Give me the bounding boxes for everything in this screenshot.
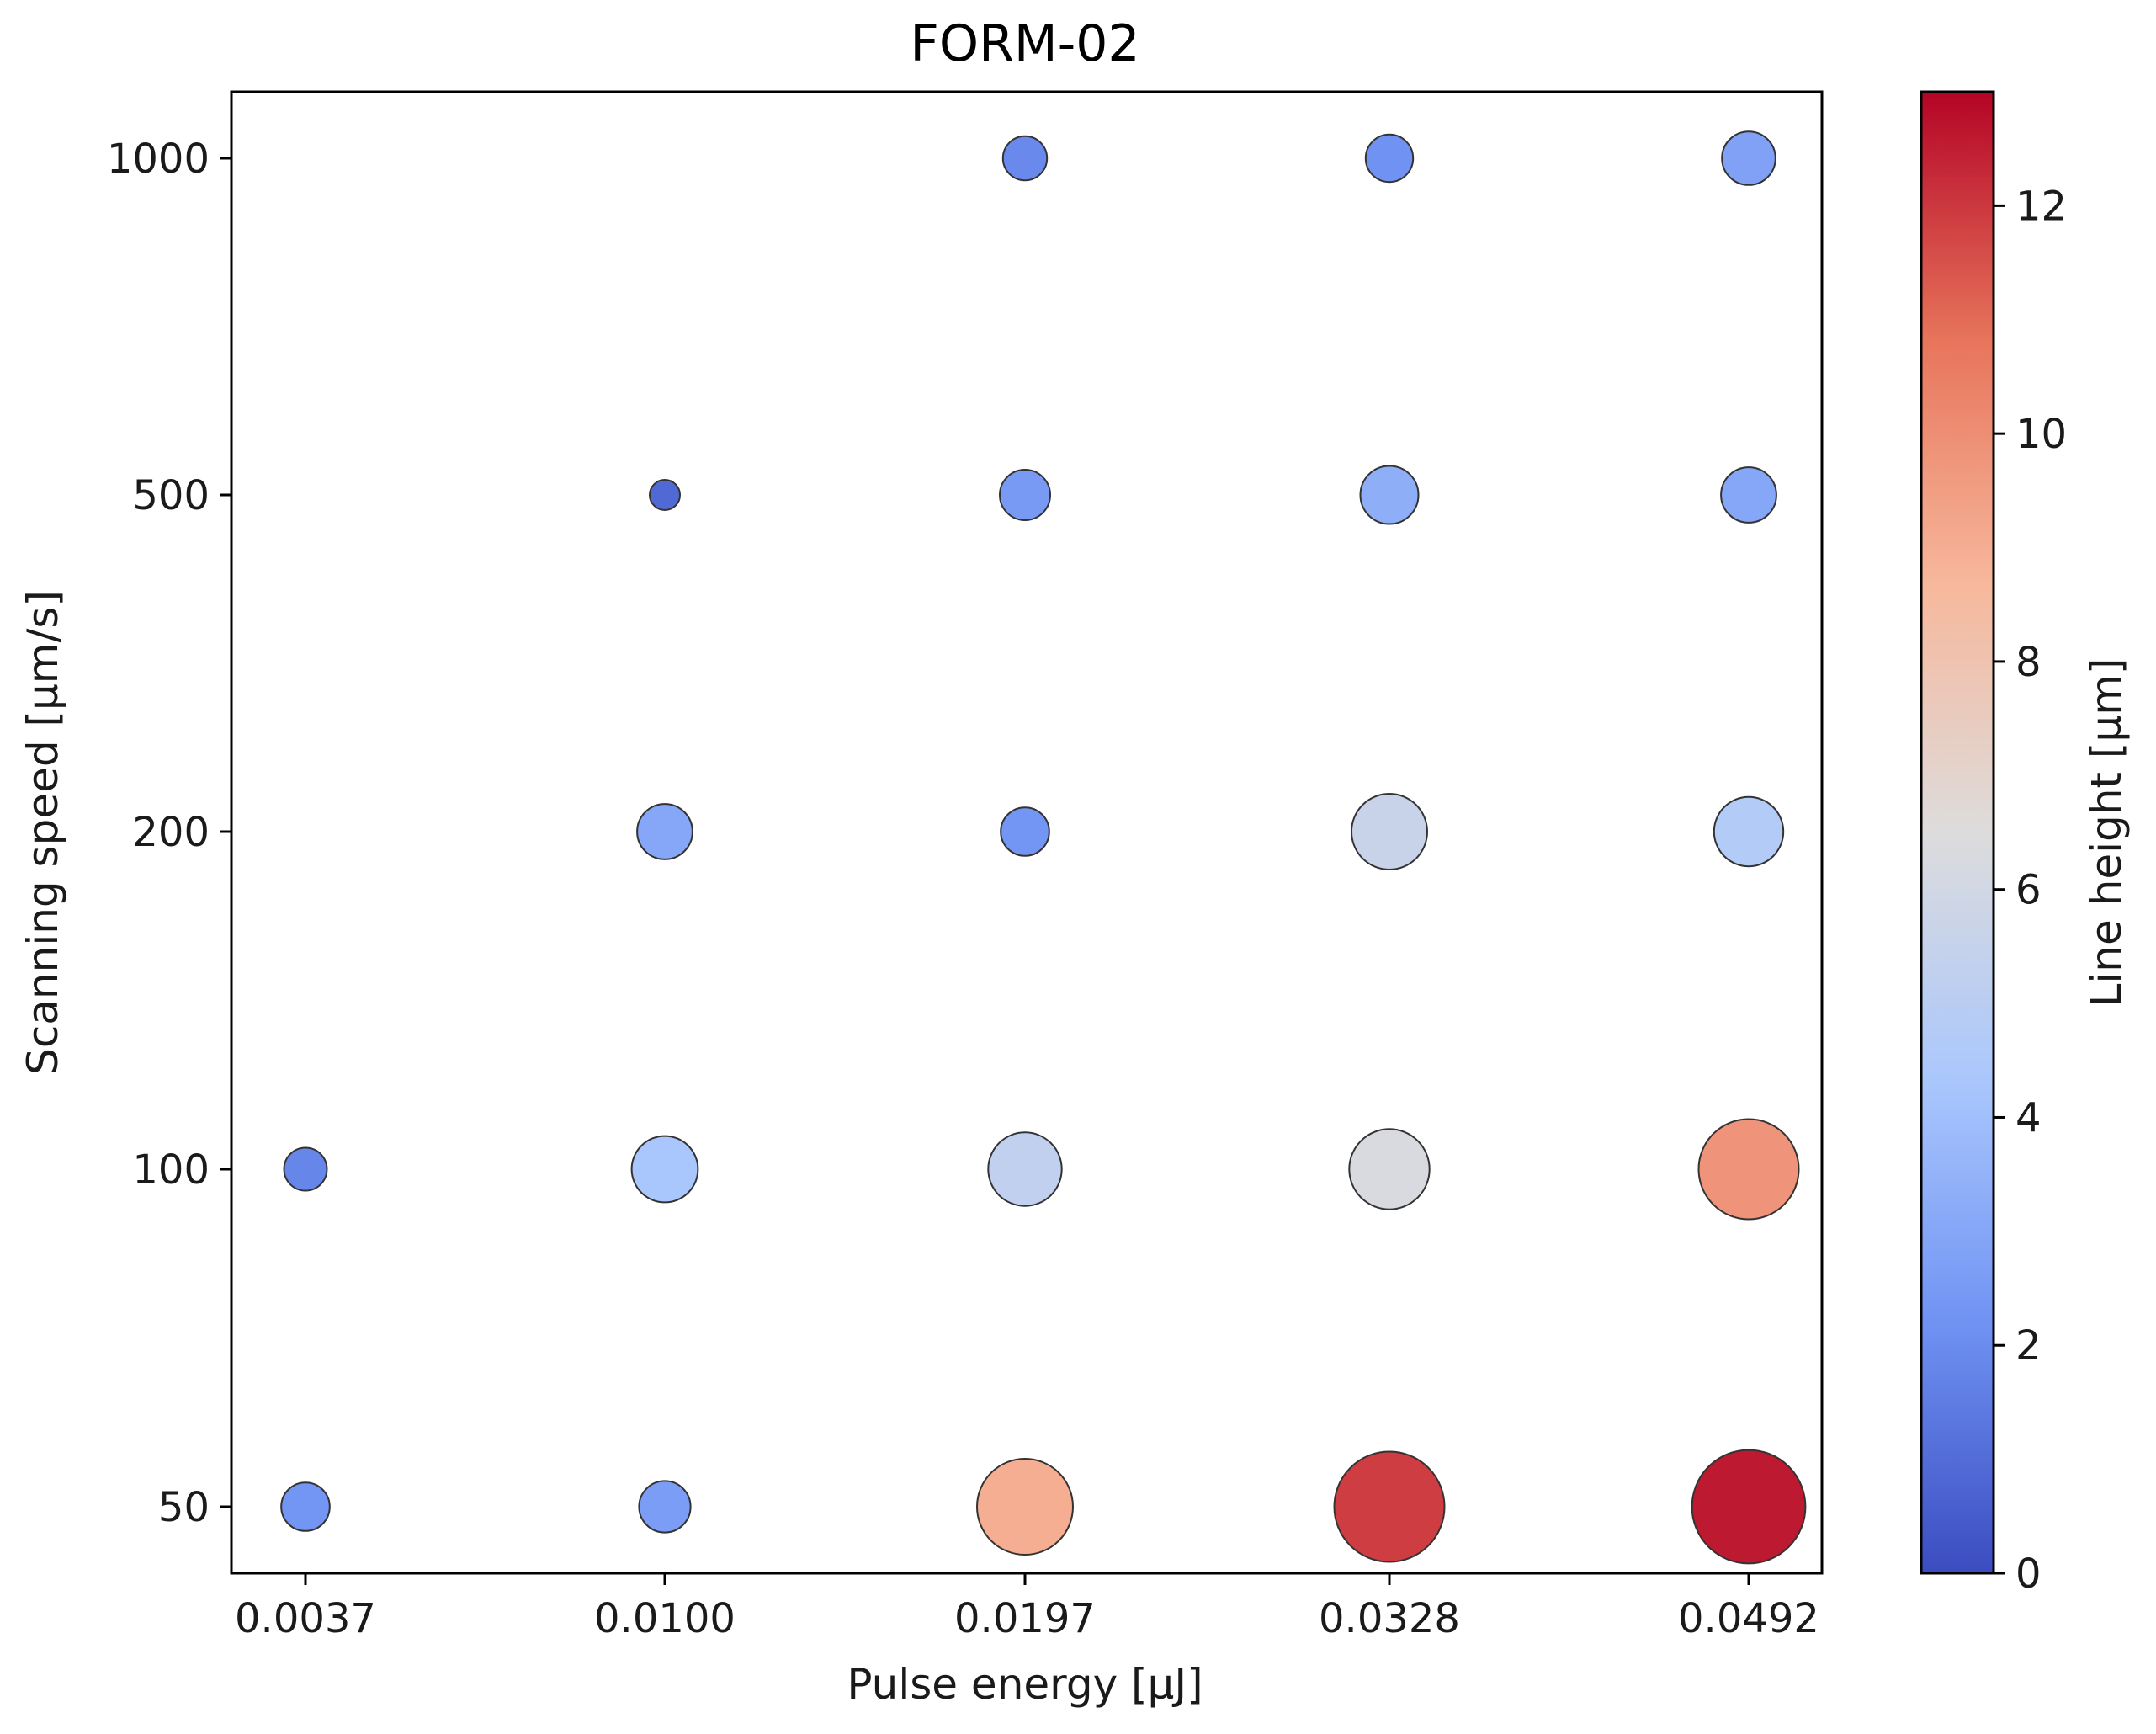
scatter-point [1351,793,1428,870]
colorbar-label: Line height [μm] [2082,658,2131,1008]
scatter-point [649,479,681,511]
scatter-point [1721,130,1776,186]
y-tick-label: 50 [158,1484,210,1531]
colorbar [1920,90,1995,1575]
x-tick-label: 0.0492 [1678,1595,1819,1642]
x-tick-label: 0.0328 [1319,1595,1460,1642]
colorbar-tick-label: 10 [2015,411,2067,458]
scatter-point [636,803,693,860]
scatter-point [1333,1450,1446,1563]
colorbar-tick-label: 0 [2015,1550,2042,1598]
scatter-point [1720,466,1777,524]
scatter-point [283,1146,328,1192]
colorbar-tick-label: 6 [2015,867,2042,914]
y-tick-label: 500 [132,472,210,519]
scatter-point [1000,806,1050,857]
scatter-point [1364,133,1415,184]
colorbar-tick-label: 4 [2015,1094,2042,1141]
y-tick-label: 1000 [107,136,210,183]
y-tick-label: 200 [132,809,210,856]
chart-title: FORM-02 [910,14,1139,73]
scatter-point [987,1131,1063,1207]
scatter-point [1359,465,1420,525]
x-tick-label: 0.0037 [235,1595,376,1642]
x-tick-label: 0.0100 [594,1595,735,1642]
scatter-point [1697,1118,1800,1221]
scatter-point [280,1481,331,1532]
scatter-point [1713,795,1785,868]
scatter-point [999,469,1051,521]
y-axis-ticks: 50 100 200 500 1000 [107,136,231,1531]
colorbar-tick-label: 12 [2015,183,2067,230]
y-axis-label: Scanning speed [μm/s] [19,590,67,1075]
x-axis-label: Pulse energy [μJ] [847,1660,1203,1709]
x-tick-label: 0.0197 [954,1595,1096,1642]
scatter-point [638,1480,692,1534]
scatter-point [976,1458,1074,1556]
scatter-point [1691,1449,1807,1565]
colorbar-tick-label: 2 [2015,1322,2042,1370]
scatter-point [1001,135,1049,182]
colorbar-ticks: 0 2 4 6 8 10 12 [1994,183,2067,1598]
x-axis-ticks: 0.0037 0.0100 0.0197 0.0328 0.0492 [235,1573,1819,1642]
scatter-point [1348,1128,1431,1210]
scatter-markers [280,130,1807,1565]
colorbar-tick-label: 8 [2015,639,2042,686]
scatter-point [630,1135,699,1204]
y-tick-label: 100 [132,1146,210,1194]
